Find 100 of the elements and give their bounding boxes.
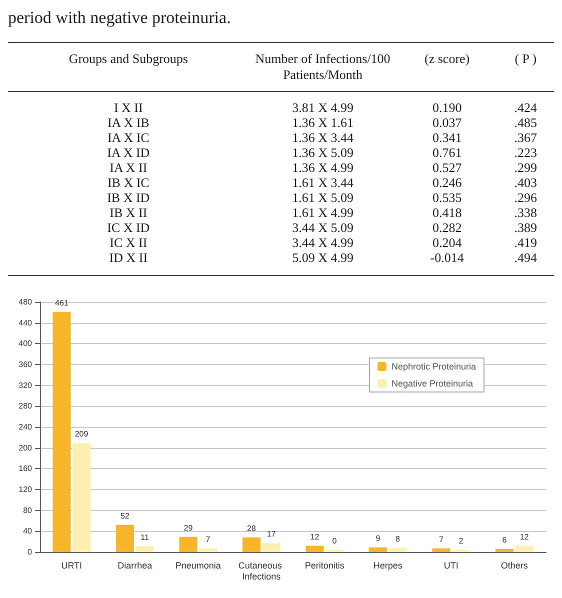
text: 0.190 [432, 100, 462, 115]
category-label: IC X II [110, 235, 148, 250]
y-tick-label: 360 [18, 360, 33, 369]
x-tick-label: Herpes [373, 560, 403, 570]
category-label: I X II [114, 100, 143, 115]
y-tick-label: 240 [18, 422, 33, 432]
y-tick-label: 320 [18, 380, 33, 390]
category-label: ID X II [109, 250, 148, 265]
y-tick-label: 280 [18, 402, 33, 411]
x-tick-label: Diarrhea [118, 560, 152, 570]
category-label: ( P ) [514, 50, 538, 68]
legend-label: Nephrotic Proteinuria [391, 362, 476, 372]
text: .494 [514, 250, 538, 265]
bar [72, 443, 91, 552]
category-label: IA X ID [107, 145, 150, 160]
text: .338 [514, 205, 538, 220]
text: 3.44 X 5.09 [292, 220, 354, 235]
x-tick-label: URTI [61, 560, 82, 570]
legend-label: Negative Proteinuria [391, 378, 474, 388]
bar [136, 546, 154, 552]
bar [306, 546, 324, 552]
x-tick-label: Peritonitis [304, 560, 345, 570]
data-label: 0 [332, 536, 338, 546]
text: 1.36 X 5.09 [292, 145, 354, 160]
data-label: 8 [396, 534, 401, 544]
y-tick-label: 440 [18, 318, 33, 328]
text: .389 [514, 220, 538, 235]
data-label: 7 [206, 534, 211, 544]
bar [116, 524, 134, 552]
bar [52, 312, 71, 552]
category-label: IA X IC [107, 130, 150, 145]
text: .485 [514, 115, 538, 130]
category-label: (z score) [424, 50, 471, 68]
text: .403 [514, 175, 538, 190]
text: .424 [514, 100, 538, 115]
bar [262, 543, 280, 552]
x-tick-label: Cutaneous Infections [238, 560, 284, 582]
text: period with negative proteinuria. [8, 8, 232, 28]
text: .299 [514, 160, 538, 175]
data-label: 7 [439, 534, 444, 544]
category-label: IC X ID [107, 220, 150, 235]
y-tick-label: 160 [18, 464, 33, 474]
bar [495, 548, 514, 552]
text: 3.81 X 4.99 [292, 100, 354, 115]
text: 1.36 X 3.44 [292, 130, 354, 145]
text: .296 [514, 190, 538, 205]
text: 1.36 X 4.99 [292, 160, 354, 175]
data-label: 29 [184, 523, 194, 532]
x-tick-label: UTI [444, 560, 458, 570]
y-tick-label: 120 [18, 485, 33, 494]
bar [368, 547, 387, 552]
bar [388, 548, 407, 552]
text: 1.61 X 3.44 [292, 175, 354, 190]
y-tick-label: 200 [18, 443, 33, 452]
category-label: Groups and Subgroups [68, 50, 189, 68]
x-tick-label: Pneumonia [175, 560, 221, 570]
data-label: 17 [266, 530, 276, 539]
text: 3.44 X 4.99 [292, 235, 354, 250]
text: 0.341 [432, 130, 462, 145]
data-label: 28 [247, 524, 256, 533]
data-label: 461 [55, 298, 69, 308]
y-tick-label: 400 [18, 339, 33, 348]
y-tick-label: 40 [23, 526, 33, 536]
text: 0.761 [432, 145, 462, 160]
text: 0.535 [432, 190, 462, 205]
text: 1.61 X 4.99 [292, 205, 354, 220]
data-label: 2 [458, 536, 464, 546]
y-tick-label: 80 [23, 506, 33, 515]
category-label: IB X II [110, 205, 148, 220]
data-label: 11 [140, 532, 150, 542]
category-label: IB X IC [107, 175, 150, 190]
text: .223 [514, 145, 538, 160]
text: 0.527 [432, 160, 462, 175]
bar [515, 546, 534, 552]
category-label: IA X II [110, 160, 148, 175]
bar [242, 537, 260, 552]
text: 0.246 [432, 175, 462, 190]
bar [432, 548, 450, 552]
bar [179, 536, 198, 552]
data-label: 52 [120, 511, 130, 520]
data-label: 9 [376, 534, 381, 543]
text: 1.61 X 5.09 [292, 190, 354, 205]
x-tick-label: Others [500, 560, 528, 570]
text: 0.418 [432, 205, 462, 220]
text: -0.014 [430, 250, 464, 265]
text: 0.282 [432, 220, 462, 235]
y-tick-label: 0 [28, 548, 33, 556]
category-label: IA X IB [107, 115, 150, 130]
text: 0.204 [432, 235, 462, 250]
y-tick-label: 480 [18, 298, 33, 306]
category-label: IB X ID [107, 190, 150, 205]
text: .367 [514, 130, 538, 145]
text: 5.09 X 4.99 [292, 250, 354, 265]
text: 0.037 [432, 115, 462, 130]
category-label: Number of Infections/100 Patients/Month [254, 50, 392, 84]
data-label: 6 [502, 535, 508, 544]
text: .419 [514, 235, 538, 250]
bar [199, 548, 218, 552]
text: 1.36 X 1.61 [292, 115, 354, 130]
data-label: 209 [74, 430, 89, 439]
